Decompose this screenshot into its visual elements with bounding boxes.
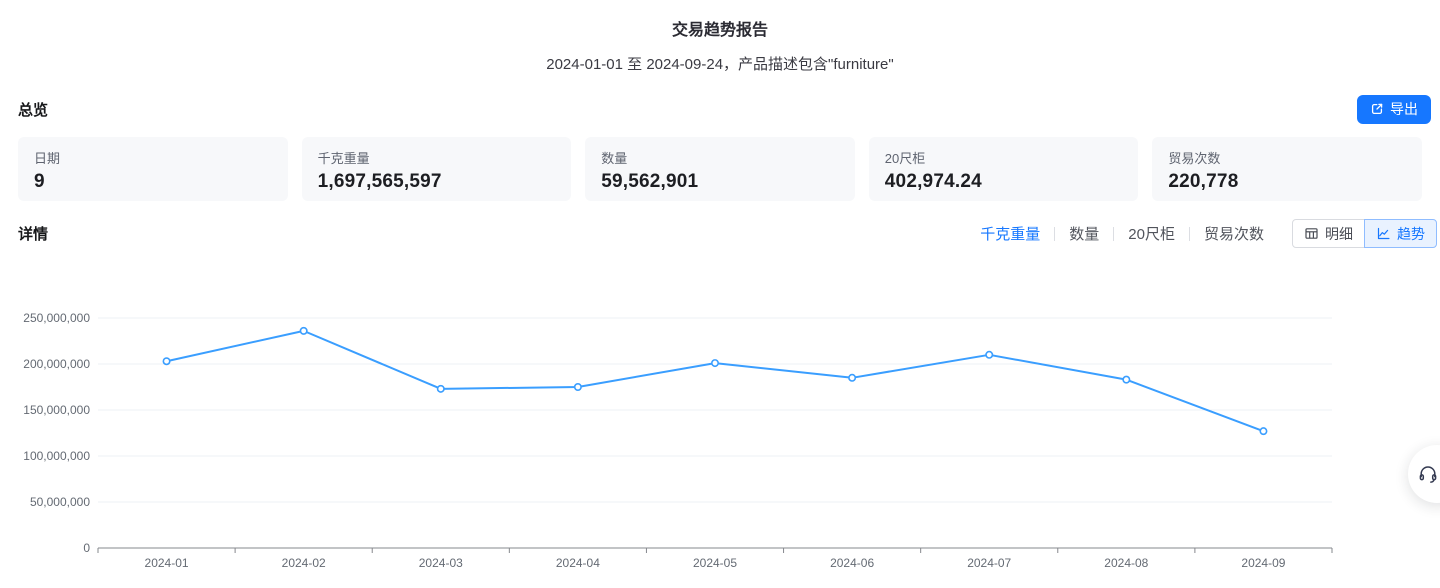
report-header: 交易趋势报告 2024-01-01 至 2024-09-24，产品描述包含"fu…	[0, 0, 1440, 74]
stat-card-trade-count: 贸易次数 220,778	[1152, 137, 1422, 201]
svg-text:2024-09: 2024-09	[1241, 556, 1285, 570]
headset-icon	[1408, 464, 1438, 484]
export-button-label: 导出	[1390, 101, 1418, 117]
trend-view-label: 趋势	[1397, 225, 1425, 242]
overview-title: 总览	[18, 101, 49, 119]
tab-separator	[1188, 226, 1190, 241]
details-section-header: 详情 千克重量 数量 20尺柜 贸易次数 明细	[0, 219, 1440, 248]
line-chart-icon	[1376, 226, 1391, 241]
details-title: 详情	[18, 226, 49, 243]
stat-label: 贸易次数	[1168, 151, 1221, 166]
stat-card-kg-weight: 千克重量 1,697,565,597	[301, 137, 572, 201]
tab-separator	[1113, 226, 1115, 241]
page-subtitle: 2024-01-01 至 2024-09-24，产品描述包含"furniture…	[546, 56, 894, 73]
stat-value: 220,778	[1168, 171, 1239, 192]
stat-value: 1,697,565,597	[317, 171, 442, 192]
svg-text:2024-04: 2024-04	[556, 556, 600, 570]
tab-quantity[interactable]: 数量	[1069, 226, 1100, 243]
trend-line-chart[interactable]: 0 50,000,000 100,000,000 150,000,000 200,000…	[0, 278, 1440, 588]
svg-text:2024-02: 2024-02	[282, 556, 326, 570]
export-icon	[1370, 102, 1384, 116]
stat-value: 402,974.24	[884, 171, 982, 192]
stats-row: 日期 9 千克重量 1,697,565,597 数量 59,562,901 20…	[18, 137, 1422, 201]
svg-text:100,000,000: 100,000,000	[23, 449, 90, 463]
svg-text:200,000,000: 200,000,000	[23, 357, 90, 371]
tab-trade-count[interactable]: 贸易次数	[1203, 226, 1264, 243]
svg-text:2024-06: 2024-06	[830, 556, 874, 570]
overview-section-header: 总览 导出	[0, 94, 1440, 124]
details-controls: 千克重量 数量 20尺柜 贸易次数 明细	[980, 219, 1437, 248]
trend-chart-area: 0 50,000,000 100,000,000 150,000,000 200,000…	[0, 278, 1440, 588]
svg-text:2024-05: 2024-05	[693, 556, 737, 570]
svg-text:2024-03: 2024-03	[419, 556, 463, 570]
page-title: 交易趋势报告	[671, 22, 768, 39]
view-toggle: 明细 趋势	[1292, 219, 1437, 248]
stat-label: 数量	[601, 151, 628, 166]
stat-card-quantity: 数量 59,562,901	[585, 137, 855, 201]
svg-text:2024-08: 2024-08	[1104, 556, 1148, 570]
table-icon	[1304, 226, 1319, 241]
stat-card-date: 日期 9	[18, 137, 288, 201]
stat-card-teu: 20尺柜 402,974.24	[868, 137, 1139, 201]
stat-label: 20尺柜	[884, 151, 926, 166]
detail-view-button[interactable]: 明细	[1292, 219, 1365, 248]
tab-teu[interactable]: 20尺柜	[1128, 226, 1175, 243]
detail-view-label: 明细	[1325, 225, 1353, 242]
tab-kg-weight[interactable]: 千克重量	[980, 226, 1041, 243]
trend-view-button[interactable]: 趋势	[1364, 219, 1437, 248]
svg-text:2024-07: 2024-07	[967, 556, 1011, 570]
stat-value: 9	[34, 171, 45, 192]
metric-tabs: 千克重量 数量 20尺柜 贸易次数	[980, 223, 1264, 244]
export-button[interactable]: 导出	[1357, 94, 1431, 124]
svg-text:0: 0	[83, 541, 90, 555]
svg-text:2024-01: 2024-01	[145, 556, 189, 570]
svg-text:50,000,000: 50,000,000	[30, 495, 90, 509]
tab-separator	[1054, 226, 1056, 241]
stat-value: 59,562,901	[601, 171, 699, 192]
stat-label: 日期	[34, 151, 61, 166]
svg-text:150,000,000: 150,000,000	[23, 403, 90, 417]
stat-label: 千克重量	[317, 151, 370, 166]
svg-text:250,000,000: 250,000,000	[23, 311, 90, 325]
